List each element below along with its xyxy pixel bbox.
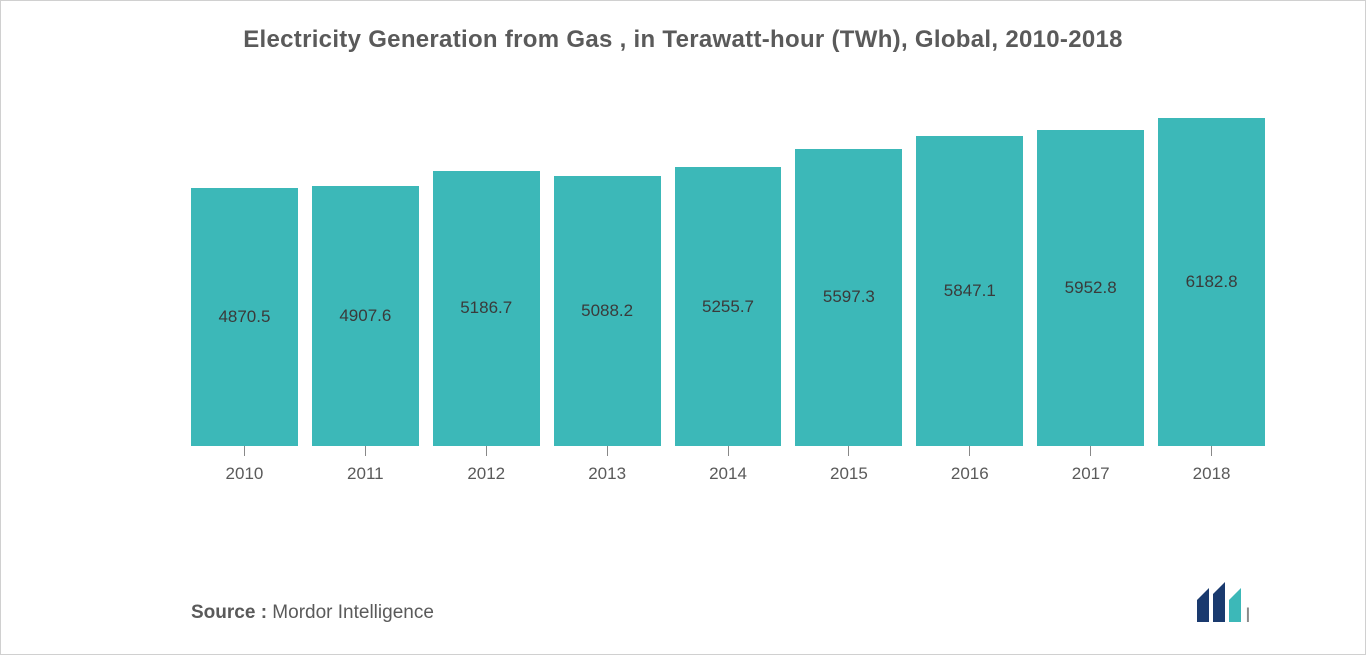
bar-group: 5597.3 2015 (795, 104, 902, 484)
bar-group: 4870.5 2010 (191, 104, 298, 484)
bar: 5847.1 (916, 136, 1023, 446)
bar-value-label: 4870.5 (218, 307, 270, 327)
source-attribution: Source : Mordor Intelligence (191, 602, 434, 624)
source-label: Source : (191, 602, 267, 623)
bar: 5088.2 (554, 176, 661, 446)
bar-value-label: 5597.3 (823, 287, 875, 307)
chart-title: Electricity Generation from Gas , in Ter… (1, 26, 1365, 54)
bar: 5597.3 (795, 149, 902, 446)
axis-tick (244, 446, 245, 456)
axis-tick (607, 446, 608, 456)
category-label: 2010 (226, 464, 264, 484)
bar-group: 5952.8 2017 (1037, 104, 1144, 484)
bar-group: 6182.8 2018 (1158, 104, 1265, 484)
bar: 4870.5 (191, 188, 298, 447)
logo-text: I (1245, 604, 1251, 624)
bar-chart: 4870.5 2010 4907.6 2011 5186.7 2012 5088.2 2013… (191, 104, 1265, 484)
axis-tick (365, 446, 366, 456)
category-label: 2017 (1072, 464, 1110, 484)
axis-tick (486, 446, 487, 456)
category-label: 2012 (467, 464, 505, 484)
axis-tick (1090, 446, 1091, 456)
category-label: 2013 (588, 464, 626, 484)
bar-group: 4907.6 2011 (312, 104, 419, 484)
bar-value-label: 5255.7 (702, 297, 754, 317)
axis-tick (848, 446, 849, 456)
bar-value-label: 5186.7 (460, 298, 512, 318)
bar-group: 5088.2 2013 (554, 104, 661, 484)
bar: 5255.7 (675, 167, 782, 446)
bar-value-label: 4907.6 (339, 306, 391, 326)
chart-container: Electricity Generation from Gas , in Ter… (0, 0, 1366, 655)
category-label: 2016 (951, 464, 989, 484)
axis-tick (969, 446, 970, 456)
bar: 5952.8 (1037, 130, 1144, 446)
bar-value-label: 5088.2 (581, 301, 633, 321)
bar-group: 5186.7 2012 (433, 104, 540, 484)
axis-tick (1211, 446, 1212, 456)
brand-logo: I (1195, 582, 1265, 624)
logo-bars-icon (1197, 582, 1241, 622)
category-label: 2018 (1193, 464, 1231, 484)
bar-group: 5847.1 2016 (916, 104, 1023, 484)
category-label: 2015 (830, 464, 868, 484)
bar-value-label: 5952.8 (1065, 278, 1117, 298)
chart-footer: Source : Mordor Intelligence I (1, 582, 1365, 624)
bar: 4907.6 (312, 186, 419, 446)
bar: 6182.8 (1158, 118, 1265, 446)
bar-value-label: 5847.1 (944, 281, 996, 301)
bar-group: 5255.7 2014 (675, 104, 782, 484)
source-value: Mordor Intelligence (267, 602, 434, 623)
category-label: 2011 (347, 464, 384, 484)
category-label: 2014 (709, 464, 747, 484)
bar-value-label: 6182.8 (1186, 272, 1238, 292)
axis-tick (728, 446, 729, 456)
bar: 5186.7 (433, 171, 540, 446)
